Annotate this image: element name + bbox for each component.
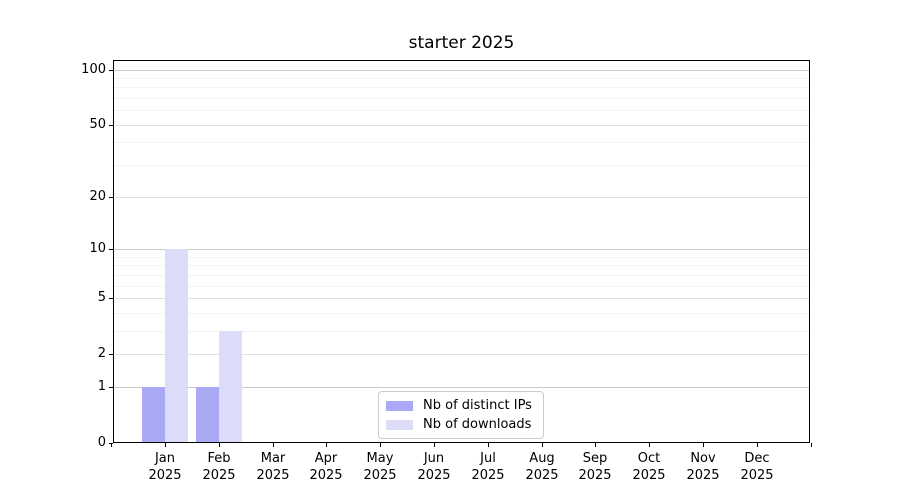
x-axis-tick [703, 443, 704, 447]
legend-row-downloads: Nb of downloads [386, 417, 535, 432]
y-axis-tick [109, 387, 113, 388]
x-tick-label: Dec 2025 [740, 451, 774, 483]
y-tick-label: 100 [81, 62, 106, 77]
y-axis-tick [109, 298, 113, 299]
legend-swatch-distinct-ips-icon [386, 400, 413, 411]
x-axis-tick [326, 443, 327, 447]
y-tick-label: 5 [97, 290, 106, 305]
y-tick-label: 1 [97, 379, 106, 394]
x-tick-label: Jun 2025 [417, 451, 451, 483]
grid-minor-line [113, 87, 810, 88]
x-tick-label: Apr 2025 [309, 451, 343, 483]
grid-major-line [113, 298, 810, 299]
x-axis-tick [434, 443, 435, 447]
bar-downloads [165, 248, 188, 443]
grid-minor-line [113, 165, 810, 166]
grid-major-line [113, 354, 810, 355]
grid-minor-line [113, 98, 810, 99]
x-axis-tick [219, 443, 220, 447]
x-axis-tick [380, 443, 381, 447]
legend-swatch-downloads-icon [386, 419, 413, 430]
grid-major-line [113, 387, 810, 388]
y-tick-label: 2 [97, 346, 106, 361]
y-axis-tick [109, 354, 113, 355]
y-axis-tick [109, 70, 113, 71]
grid-major-line [113, 125, 810, 126]
x-axis-tick [273, 443, 274, 447]
grid-major-line [113, 70, 810, 71]
grid-minor-line [113, 265, 810, 266]
chart-title: starter 2025 [408, 33, 515, 53]
x-axis-tick [757, 443, 758, 447]
x-tick-label: Mar 2025 [256, 451, 290, 483]
x-axis-tick [595, 443, 596, 447]
x-tick-label: Oct 2025 [632, 451, 666, 483]
bar-distinct-ips [142, 386, 165, 443]
y-tick-label: 10 [89, 241, 106, 256]
grid-minor-line [113, 110, 810, 111]
legend-row-distinct-ips: Nb of distinct IPs [386, 398, 535, 413]
x-tick-label: May 2025 [363, 451, 397, 483]
bar-downloads [219, 330, 242, 443]
plot-area [113, 60, 810, 443]
x-tick-label: Feb 2025 [202, 451, 236, 483]
legend-label-downloads: Nb of downloads [423, 417, 532, 432]
grid-minor-line [113, 142, 810, 143]
x-axis-tick [488, 443, 489, 447]
legend: Nb of distinct IPs Nb of downloads [378, 391, 544, 439]
grid-major-line [113, 249, 810, 250]
x-axis-tick [811, 443, 812, 447]
y-axis-tick [109, 249, 113, 250]
x-tick-label: Jul 2025 [471, 451, 505, 483]
grid-major-line [113, 197, 810, 198]
y-tick-label: 20 [89, 189, 106, 204]
grid-minor-line [113, 78, 810, 79]
x-axis-tick [542, 443, 543, 447]
y-axis-tick [109, 197, 113, 198]
grid-minor-line [113, 313, 810, 314]
x-axis-tick [165, 443, 166, 447]
grid-minor-line [113, 331, 810, 332]
x-tick-label: Nov 2025 [686, 451, 720, 483]
bar-distinct-ips [196, 386, 219, 443]
x-axis-tick [111, 443, 112, 447]
grid-minor-line [113, 286, 810, 287]
legend-label-distinct-ips: Nb of distinct IPs [423, 398, 532, 413]
x-tick-label: Aug 2025 [525, 451, 559, 483]
y-axis-tick [109, 125, 113, 126]
y-tick-label: 0 [97, 435, 106, 450]
x-tick-label: Sep 2025 [578, 451, 612, 483]
x-axis-tick [649, 443, 650, 447]
grid-minor-line [113, 275, 810, 276]
x-tick-label: Jan 2025 [148, 451, 182, 483]
y-tick-label: 50 [89, 117, 106, 132]
grid-minor-line [113, 257, 810, 258]
